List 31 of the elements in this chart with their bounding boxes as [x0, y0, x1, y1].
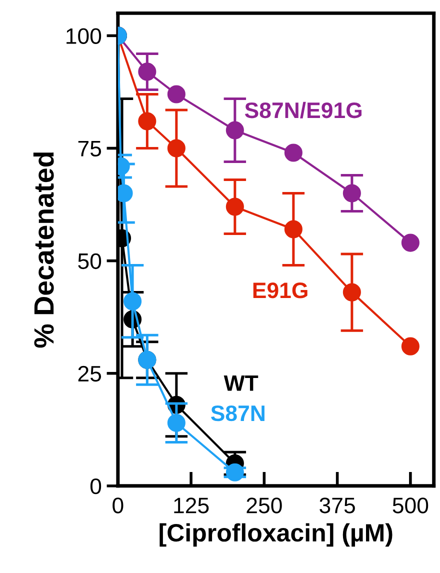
- point: [167, 139, 186, 158]
- series-label: S87N: [210, 405, 264, 422]
- point: [124, 292, 142, 310]
- x-tick-label: 0: [112, 498, 124, 514]
- point: [167, 414, 186, 432]
- y-tick-label: 100: [66, 28, 102, 44]
- point: [226, 463, 244, 482]
- y-tick-label: 50: [78, 253, 102, 270]
- point: [342, 283, 361, 302]
- x-tick-label: 375: [320, 498, 355, 514]
- series-label: E91G: [253, 282, 308, 298]
- point: [226, 121, 244, 140]
- point: [342, 184, 361, 202]
- point: [167, 85, 186, 104]
- point: [138, 112, 156, 130]
- y-tick-label: 25: [78, 366, 102, 382]
- point: [401, 337, 420, 356]
- x-axis-title: [Ciprofloxacin] (µM): [160, 523, 392, 547]
- y-tick-label: 75: [78, 141, 102, 157]
- point: [138, 62, 156, 81]
- point: [284, 220, 302, 238]
- y-axis-title: % Decatenated: [33, 152, 54, 348]
- y-tick-label: 0: [90, 478, 102, 494]
- series-label: S87N/E91G: [244, 102, 362, 118]
- x-tick-label: 250: [246, 498, 282, 514]
- point: [226, 198, 244, 216]
- x-tick-label: 500: [392, 498, 428, 514]
- point: [401, 234, 420, 252]
- series-label: WT: [224, 376, 258, 391]
- x-tick-label: 125: [174, 498, 209, 514]
- point: [284, 144, 302, 162]
